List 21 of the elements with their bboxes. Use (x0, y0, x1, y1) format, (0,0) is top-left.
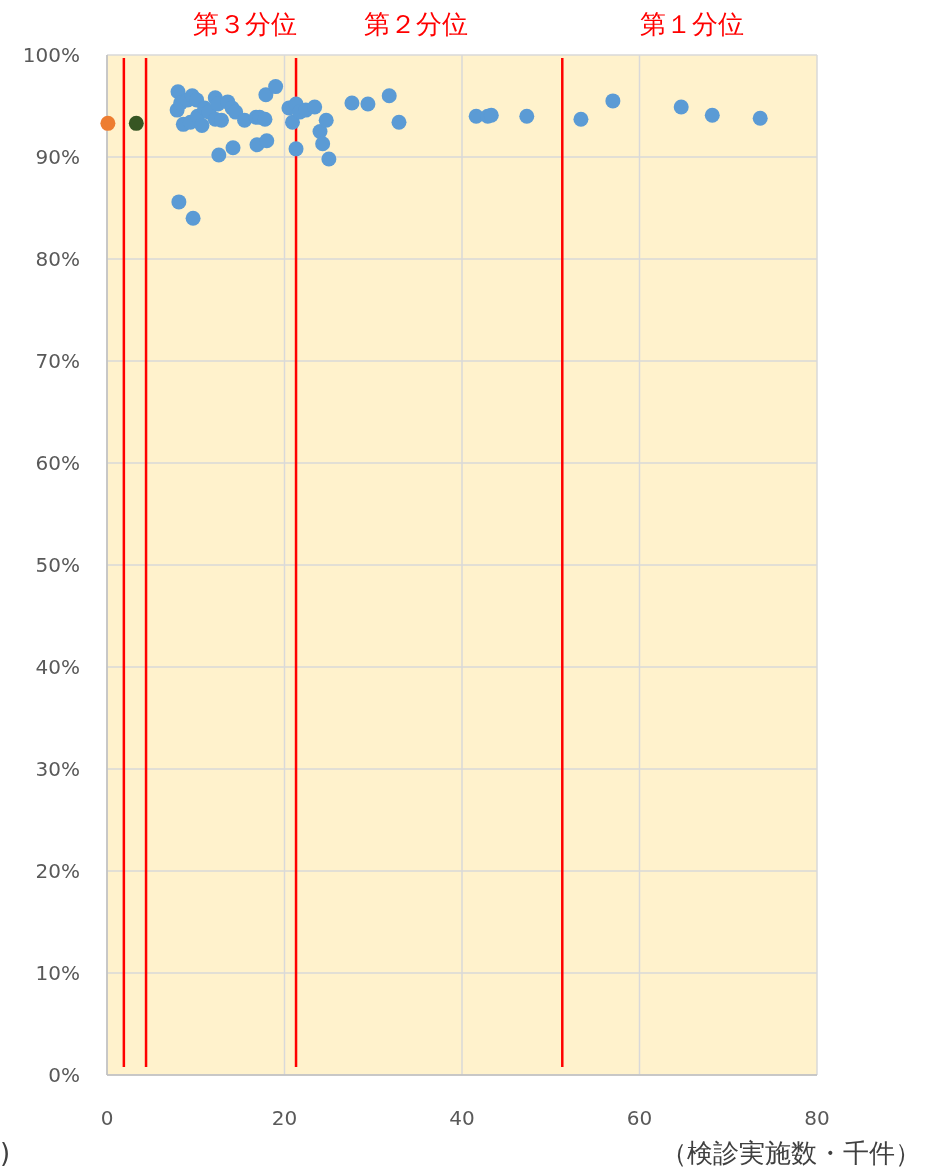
y-tick-label: 100% (22, 43, 80, 67)
x-tick-label: 60 (626, 1106, 653, 1130)
y-tick-label: 40% (35, 655, 80, 679)
text: 第１分位 (640, 9, 744, 39)
y-tick-label: 20% (35, 859, 80, 883)
y-tick-label: 10% (35, 961, 80, 985)
text: 第３分位 (193, 9, 297, 39)
x-tick-label: 40 (449, 1106, 475, 1130)
text: 第２分位 (364, 9, 468, 39)
x-tick-label: 20 (271, 1106, 298, 1130)
x-axis-title: （検診実施数・千件） (661, 1138, 921, 1168)
y-tick-label: 70% (35, 349, 80, 373)
y-tick-label: 90% (35, 145, 80, 169)
y-tick-label: 30% (35, 757, 80, 781)
y-tick-label: 0% (48, 1063, 80, 1087)
x-tick-label: 0 (100, 1106, 114, 1130)
x-tick-label: 80 (804, 1106, 830, 1130)
y-tick-label: 80% (35, 247, 80, 271)
y-tick-label: 50% (35, 553, 80, 577)
y-tick-label: 60% (35, 451, 80, 475)
text: ) (0, 1138, 11, 1168)
